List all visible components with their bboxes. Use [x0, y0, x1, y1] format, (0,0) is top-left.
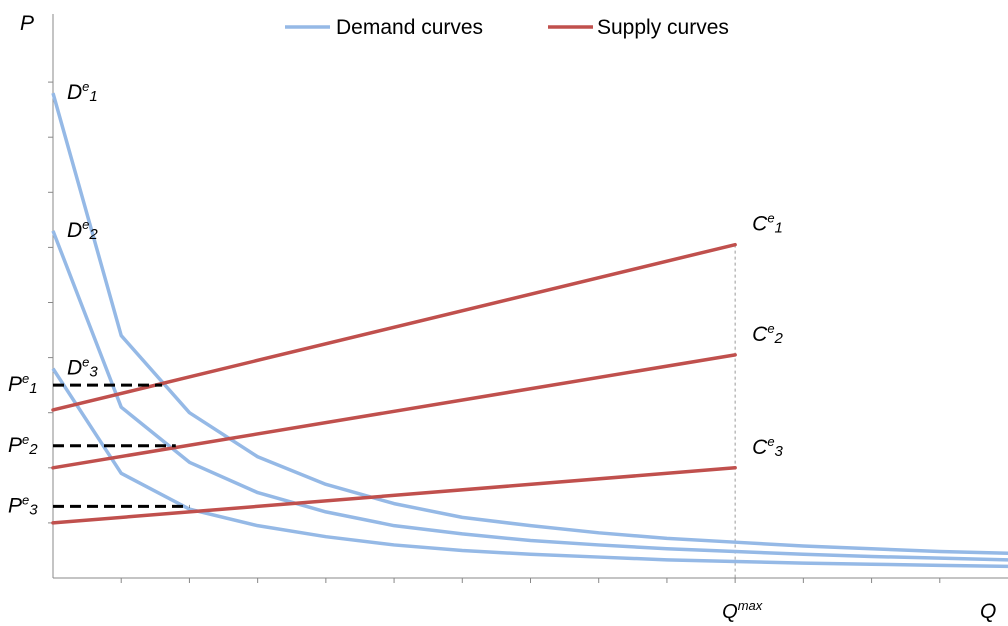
y-axis-label: P: [20, 12, 34, 35]
supply-label-1: Ce1: [752, 211, 783, 237]
demand-label-3: De3: [67, 355, 98, 381]
equilibrium-price-lines: [53, 383, 190, 508]
price-label-3: Pe3: [8, 492, 38, 518]
demand-label-1: De1: [67, 79, 98, 105]
demand-curve-3: [51, 367, 1008, 569]
axes: PQ: [20, 12, 1008, 623]
supply-curve-3: [51, 466, 737, 525]
demand-curves: [51, 92, 1008, 569]
x-axis-label: Q: [980, 600, 996, 623]
curve-labels: De1 De2 De3 Ce1 Ce2 Ce3 Pe1 Pe2 Pe3: [8, 79, 784, 518]
supply-curve-2: [51, 353, 737, 470]
legend-demand-label: Demand curves: [336, 16, 483, 39]
legend-supply-label: Supply curves: [597, 16, 729, 39]
supply-curve-1: [51, 242, 737, 412]
qmax-guide: Qmax: [722, 244, 763, 623]
supply-curves: [51, 242, 737, 525]
legend: Demand curves Supply curves: [285, 16, 729, 39]
price-label-1: Pe1: [8, 371, 38, 397]
price-label-2: Pe2: [8, 432, 38, 458]
supply-label-2: Ce2: [752, 321, 783, 347]
demand-curve-2: [51, 230, 1008, 562]
demand-curve-1: [51, 92, 1008, 555]
demand-label-2: De2: [67, 217, 98, 243]
supply-label-3: Ce3: [752, 434, 783, 460]
qmax-label: Qmax: [722, 598, 763, 623]
